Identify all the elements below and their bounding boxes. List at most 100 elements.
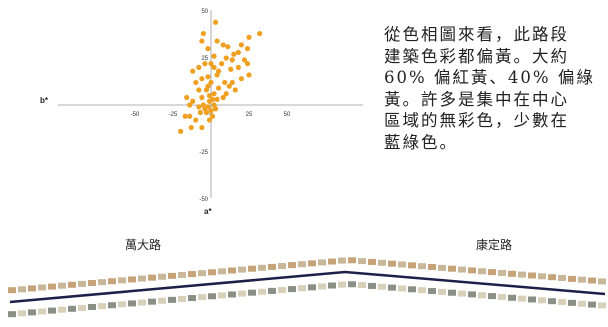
- color-swatch: [468, 291, 476, 298]
- color-swatch: [78, 304, 86, 311]
- data-point: [228, 66, 234, 72]
- data-point: [225, 44, 231, 50]
- color-swatch: [338, 281, 346, 288]
- color-swatch: [398, 261, 406, 268]
- color-swatch: [148, 274, 156, 281]
- data-point: [197, 109, 203, 116]
- color-swatch: [358, 282, 366, 289]
- color-swatch: [498, 293, 506, 300]
- color-swatch: [478, 292, 486, 299]
- data-point: [214, 38, 220, 44]
- color-swatch: [8, 311, 16, 318]
- color-swatch: [308, 260, 316, 267]
- color-swatch: [118, 277, 126, 284]
- color-swatch: [28, 285, 36, 292]
- data-point: [220, 42, 226, 48]
- color-swatch: [238, 266, 246, 273]
- color-swatch: [198, 270, 206, 277]
- y-tick-label: 50: [201, 9, 208, 15]
- color-swatch: [8, 287, 16, 294]
- color-swatch: [88, 304, 96, 311]
- data-point: [178, 128, 184, 134]
- color-swatch: [98, 303, 106, 310]
- x-axis-label: a*: [204, 207, 212, 216]
- data-point: [229, 57, 235, 63]
- color-swatch: [168, 296, 176, 303]
- color-swatch: [28, 309, 36, 316]
- color-swatch: [318, 259, 326, 266]
- color-swatch: [198, 294, 206, 301]
- color-swatch: [388, 260, 396, 267]
- color-swatch: [168, 272, 176, 279]
- color-swatch: [68, 281, 76, 288]
- color-swatch: [548, 274, 556, 281]
- color-swatch: [318, 283, 326, 290]
- data-point: [206, 93, 213, 99]
- color-swatch: [118, 301, 126, 308]
- data-point: [208, 108, 214, 114]
- data-point: [257, 30, 263, 37]
- y-tick-label: -25: [199, 150, 208, 156]
- color-swatch: [398, 285, 406, 292]
- y-axis-label: b*: [40, 96, 49, 105]
- data-point: [219, 61, 225, 67]
- road-label-kangding: 康定路: [476, 238, 513, 252]
- data-point: [211, 91, 217, 97]
- data-point: [246, 34, 252, 40]
- color-swatch: [108, 302, 116, 309]
- data-point: [190, 68, 196, 74]
- color-swatch: [338, 257, 346, 264]
- x-tick-label: -50: [131, 112, 140, 118]
- caption-line: 60% 偏紅黃、40% 偏綠: [384, 68, 595, 87]
- data-point: [188, 124, 194, 131]
- color-swatch: [588, 301, 596, 308]
- color-swatch: [138, 275, 146, 282]
- road-divider-line: [9, 270, 606, 304]
- color-swatch: [48, 307, 56, 314]
- color-swatch: [448, 289, 456, 296]
- data-point: [223, 55, 229, 61]
- scatter-plot: -50-25025505025-25-50 b* a*: [40, 9, 363, 216]
- color-swatch: [158, 297, 166, 304]
- caption-line: 區域的無彩色，少數在: [384, 111, 569, 130]
- data-point: [212, 19, 219, 25]
- color-swatch: [378, 283, 386, 290]
- color-swatch: [218, 292, 226, 299]
- color-swatch: [488, 269, 496, 276]
- color-swatch: [248, 289, 256, 296]
- data-point: [205, 46, 211, 52]
- y-tick-label: 25: [201, 56, 208, 62]
- color-swatch: [588, 277, 596, 284]
- x-tick-label: 25: [246, 112, 253, 118]
- color-swatch: [58, 282, 66, 289]
- data-point: [222, 79, 228, 86]
- color-swatch: [78, 280, 86, 287]
- data-point: [212, 106, 219, 112]
- color-swatch: [328, 258, 336, 265]
- color-swatch: [48, 283, 56, 290]
- data-point: [226, 83, 232, 89]
- color-swatch: [38, 308, 46, 315]
- color-swatch: [528, 272, 536, 279]
- color-swatch: [518, 295, 526, 302]
- data-point: [238, 42, 244, 48]
- data-point: [196, 87, 202, 93]
- data-point: [199, 76, 205, 82]
- data-point: [200, 30, 206, 37]
- color-swatch: [538, 273, 546, 280]
- data-point: [209, 113, 216, 119]
- x-tick-label: 50: [284, 112, 291, 118]
- data-point: [214, 72, 220, 78]
- color-swatch: [328, 282, 336, 289]
- color-swatch: [378, 259, 386, 266]
- color-swatch: [38, 284, 46, 291]
- data-point: [208, 79, 214, 86]
- color-swatch: [508, 270, 516, 277]
- color-swatch: [98, 279, 106, 286]
- color-swatch: [518, 271, 526, 278]
- color-swatch: [428, 264, 436, 271]
- caption-line: 黃。許多是集中在中心: [384, 89, 569, 109]
- color-swatch: [228, 291, 236, 298]
- color-swatch: [478, 268, 486, 275]
- data-point: [244, 61, 251, 67]
